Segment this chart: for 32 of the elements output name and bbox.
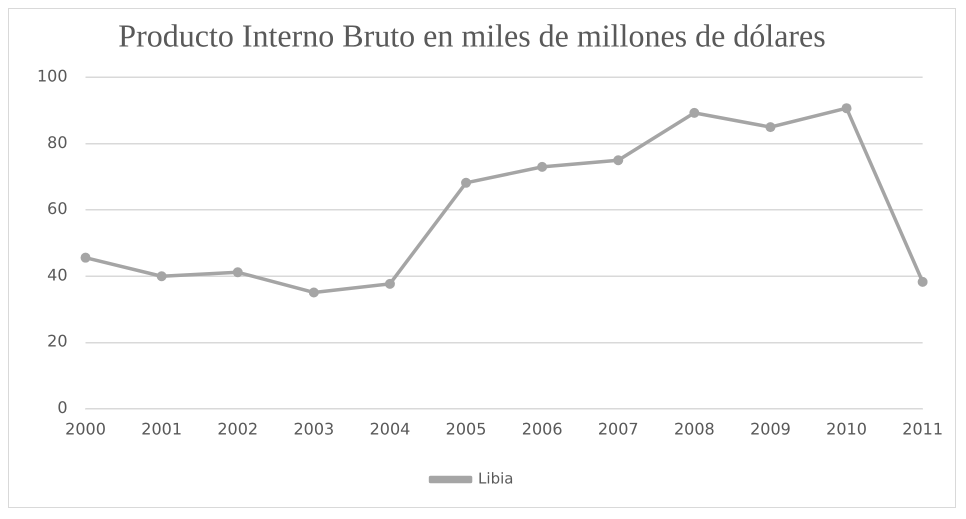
y-tick-label: 40 xyxy=(47,265,68,284)
y-tick-label: 20 xyxy=(47,332,68,351)
x-tick-label: 2006 xyxy=(522,420,562,439)
x-tick-label: 2004 xyxy=(370,420,410,439)
x-tick-label: 2003 xyxy=(293,420,334,439)
x-tick-label: 2010 xyxy=(826,420,867,439)
legend-label: Libia xyxy=(478,469,514,488)
x-tick-label: 2002 xyxy=(217,420,258,439)
point xyxy=(537,162,548,172)
point xyxy=(156,271,167,282)
point xyxy=(232,267,243,278)
point xyxy=(461,178,472,188)
y-tick-label: 0 xyxy=(57,398,68,417)
x-tick-label: 2005 xyxy=(446,420,486,439)
y-tick-label: 60 xyxy=(47,199,68,218)
point xyxy=(384,278,395,289)
y-tick-label: 100 xyxy=(36,66,68,86)
x-tick-label: 2009 xyxy=(750,420,791,439)
x-tick-label: 2011 xyxy=(902,420,943,439)
point xyxy=(765,122,776,132)
x-tick-label: 2007 xyxy=(598,420,639,439)
point xyxy=(308,287,319,298)
point xyxy=(613,155,624,166)
point xyxy=(80,252,91,263)
point xyxy=(842,103,852,114)
point xyxy=(918,276,928,287)
chart-title: Producto Interno Bruto en miles de millones de dólares xyxy=(118,18,826,54)
x-tick-label: 2001 xyxy=(141,420,182,439)
x-tick-label: 2000 xyxy=(65,420,106,439)
y-tick-label: 80 xyxy=(47,132,68,152)
point xyxy=(689,108,700,118)
x-tick-label: 2008 xyxy=(674,420,715,439)
